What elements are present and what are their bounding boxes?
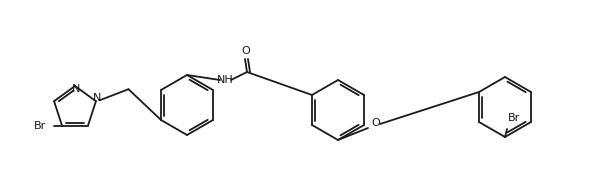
Text: Br: Br — [34, 121, 46, 131]
Text: Br: Br — [508, 113, 520, 123]
Text: O: O — [371, 118, 380, 128]
Text: N: N — [72, 84, 80, 94]
Text: NH: NH — [216, 75, 233, 85]
Text: O: O — [242, 46, 250, 56]
Text: N: N — [93, 93, 101, 103]
